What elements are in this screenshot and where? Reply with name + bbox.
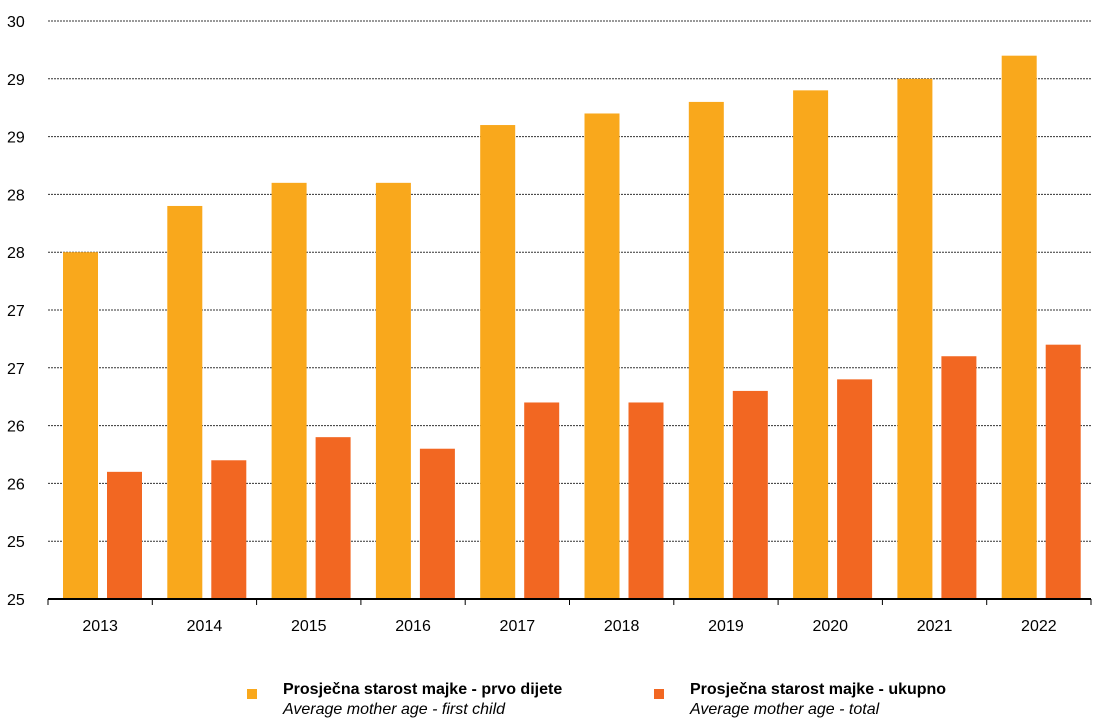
bar-first-child xyxy=(688,101,724,600)
bar-first-child xyxy=(480,125,516,599)
bar-total xyxy=(419,448,455,599)
bar-total xyxy=(107,471,142,599)
y-tick-label: 30 xyxy=(7,14,25,31)
legend-swatch-total xyxy=(654,689,664,699)
bar-total xyxy=(315,437,351,599)
y-tick-label: 26 xyxy=(7,419,25,436)
bar-first-child xyxy=(63,252,98,599)
legend-swatch-first-child xyxy=(247,689,257,699)
x-tick-label: 2016 xyxy=(395,618,431,635)
bar-total xyxy=(732,390,768,599)
bar-first-child xyxy=(271,182,307,599)
y-tick-label: 28 xyxy=(7,245,25,262)
bar-total xyxy=(941,356,977,599)
bar-total xyxy=(211,460,247,599)
y-tick-label: 26 xyxy=(7,476,25,493)
bar-first-child xyxy=(1001,55,1037,600)
legend-label-total-hr: Prosječna starost majke - ukupno xyxy=(690,681,947,698)
x-tick-label: 2013 xyxy=(82,618,118,635)
y-axis-ticks: 25 25 26 26 27 27 28 28 29 29 30 xyxy=(7,14,25,609)
x-tick-label: 2022 xyxy=(1021,618,1057,635)
legend-label-first-child-en: Average mother age - first child xyxy=(283,701,506,718)
bar-first-child xyxy=(897,78,933,600)
y-tick-label: 29 xyxy=(7,72,25,89)
legend-label-total-en: Average mother age - total xyxy=(690,701,880,718)
bars xyxy=(63,55,1081,600)
y-tick-label: 27 xyxy=(7,303,25,320)
x-tick-label: 2015 xyxy=(291,618,327,635)
legend-item-total: Prosječna starost majke - ukupno Average… xyxy=(654,680,946,720)
gridlines xyxy=(48,20,1091,542)
bar-first-child xyxy=(793,90,829,600)
bar-total xyxy=(1045,344,1081,599)
x-tick-label: 2018 xyxy=(604,618,640,635)
x-tick-label: 2021 xyxy=(917,618,953,635)
legend-label-first-child-hr: Prosječna starost majke - prvo dijete xyxy=(283,681,563,698)
x-axis-ticks: 2013 2014 2015 2016 2017 2018 2019 2020 2021 2022 xyxy=(47,599,1092,635)
bar-total xyxy=(837,379,873,599)
x-tick-label: 2020 xyxy=(812,618,848,635)
bar-first-child xyxy=(584,113,620,599)
x-tick-label: 2019 xyxy=(708,618,744,635)
y-tick-label: 28 xyxy=(7,187,25,204)
x-tick-label: 2017 xyxy=(500,618,536,635)
y-tick-label: 25 xyxy=(7,592,25,609)
bar-total xyxy=(524,402,560,599)
bar-total xyxy=(628,402,664,599)
legend-item-first-child: Prosječna starost majke - prvo dijete Av… xyxy=(247,680,562,720)
y-tick-label: 25 xyxy=(7,534,25,551)
y-tick-label: 27 xyxy=(7,361,25,378)
bar-first-child xyxy=(167,205,203,599)
x-tick-label: 2014 xyxy=(187,618,223,635)
bar-first-child xyxy=(375,182,411,599)
y-tick-label: 29 xyxy=(7,130,25,147)
